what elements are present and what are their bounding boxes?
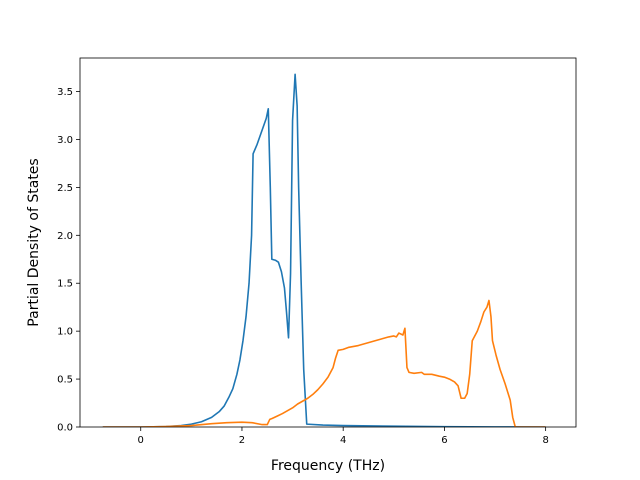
series-line-2: [102, 299, 546, 427]
y-tick-label: 1.0: [57, 327, 73, 338]
x-tick-label: 4: [340, 435, 346, 446]
x-axis-label: Frequency (THz): [271, 458, 385, 474]
series-line-1: [102, 73, 546, 427]
y-axis-label: Partial Density of States: [26, 158, 42, 326]
x-tick-label: 2: [239, 435, 245, 446]
x-tick-label: 6: [441, 435, 447, 446]
x-axis: 0 2 4 6 8: [138, 427, 549, 446]
y-tick-label: 0.0: [57, 423, 73, 434]
y-tick-label: 2.0: [57, 231, 73, 242]
y-tick-label: 3.5: [57, 87, 73, 98]
x-tick-label: 8: [542, 435, 548, 446]
y-tick-label: 3.0: [57, 135, 73, 146]
plot-frame: [79, 57, 577, 428]
y-tick-label: 0.5: [57, 375, 73, 386]
y-tick-label: 2.5: [57, 183, 73, 194]
series-layer: [102, 73, 546, 427]
y-axis: 0.0 0.5 1.0 1.5 2.0 2.5 3.0 3.5: [57, 87, 80, 434]
x-tick-label: 0: [138, 435, 144, 446]
y-tick-label: 1.5: [57, 279, 73, 290]
